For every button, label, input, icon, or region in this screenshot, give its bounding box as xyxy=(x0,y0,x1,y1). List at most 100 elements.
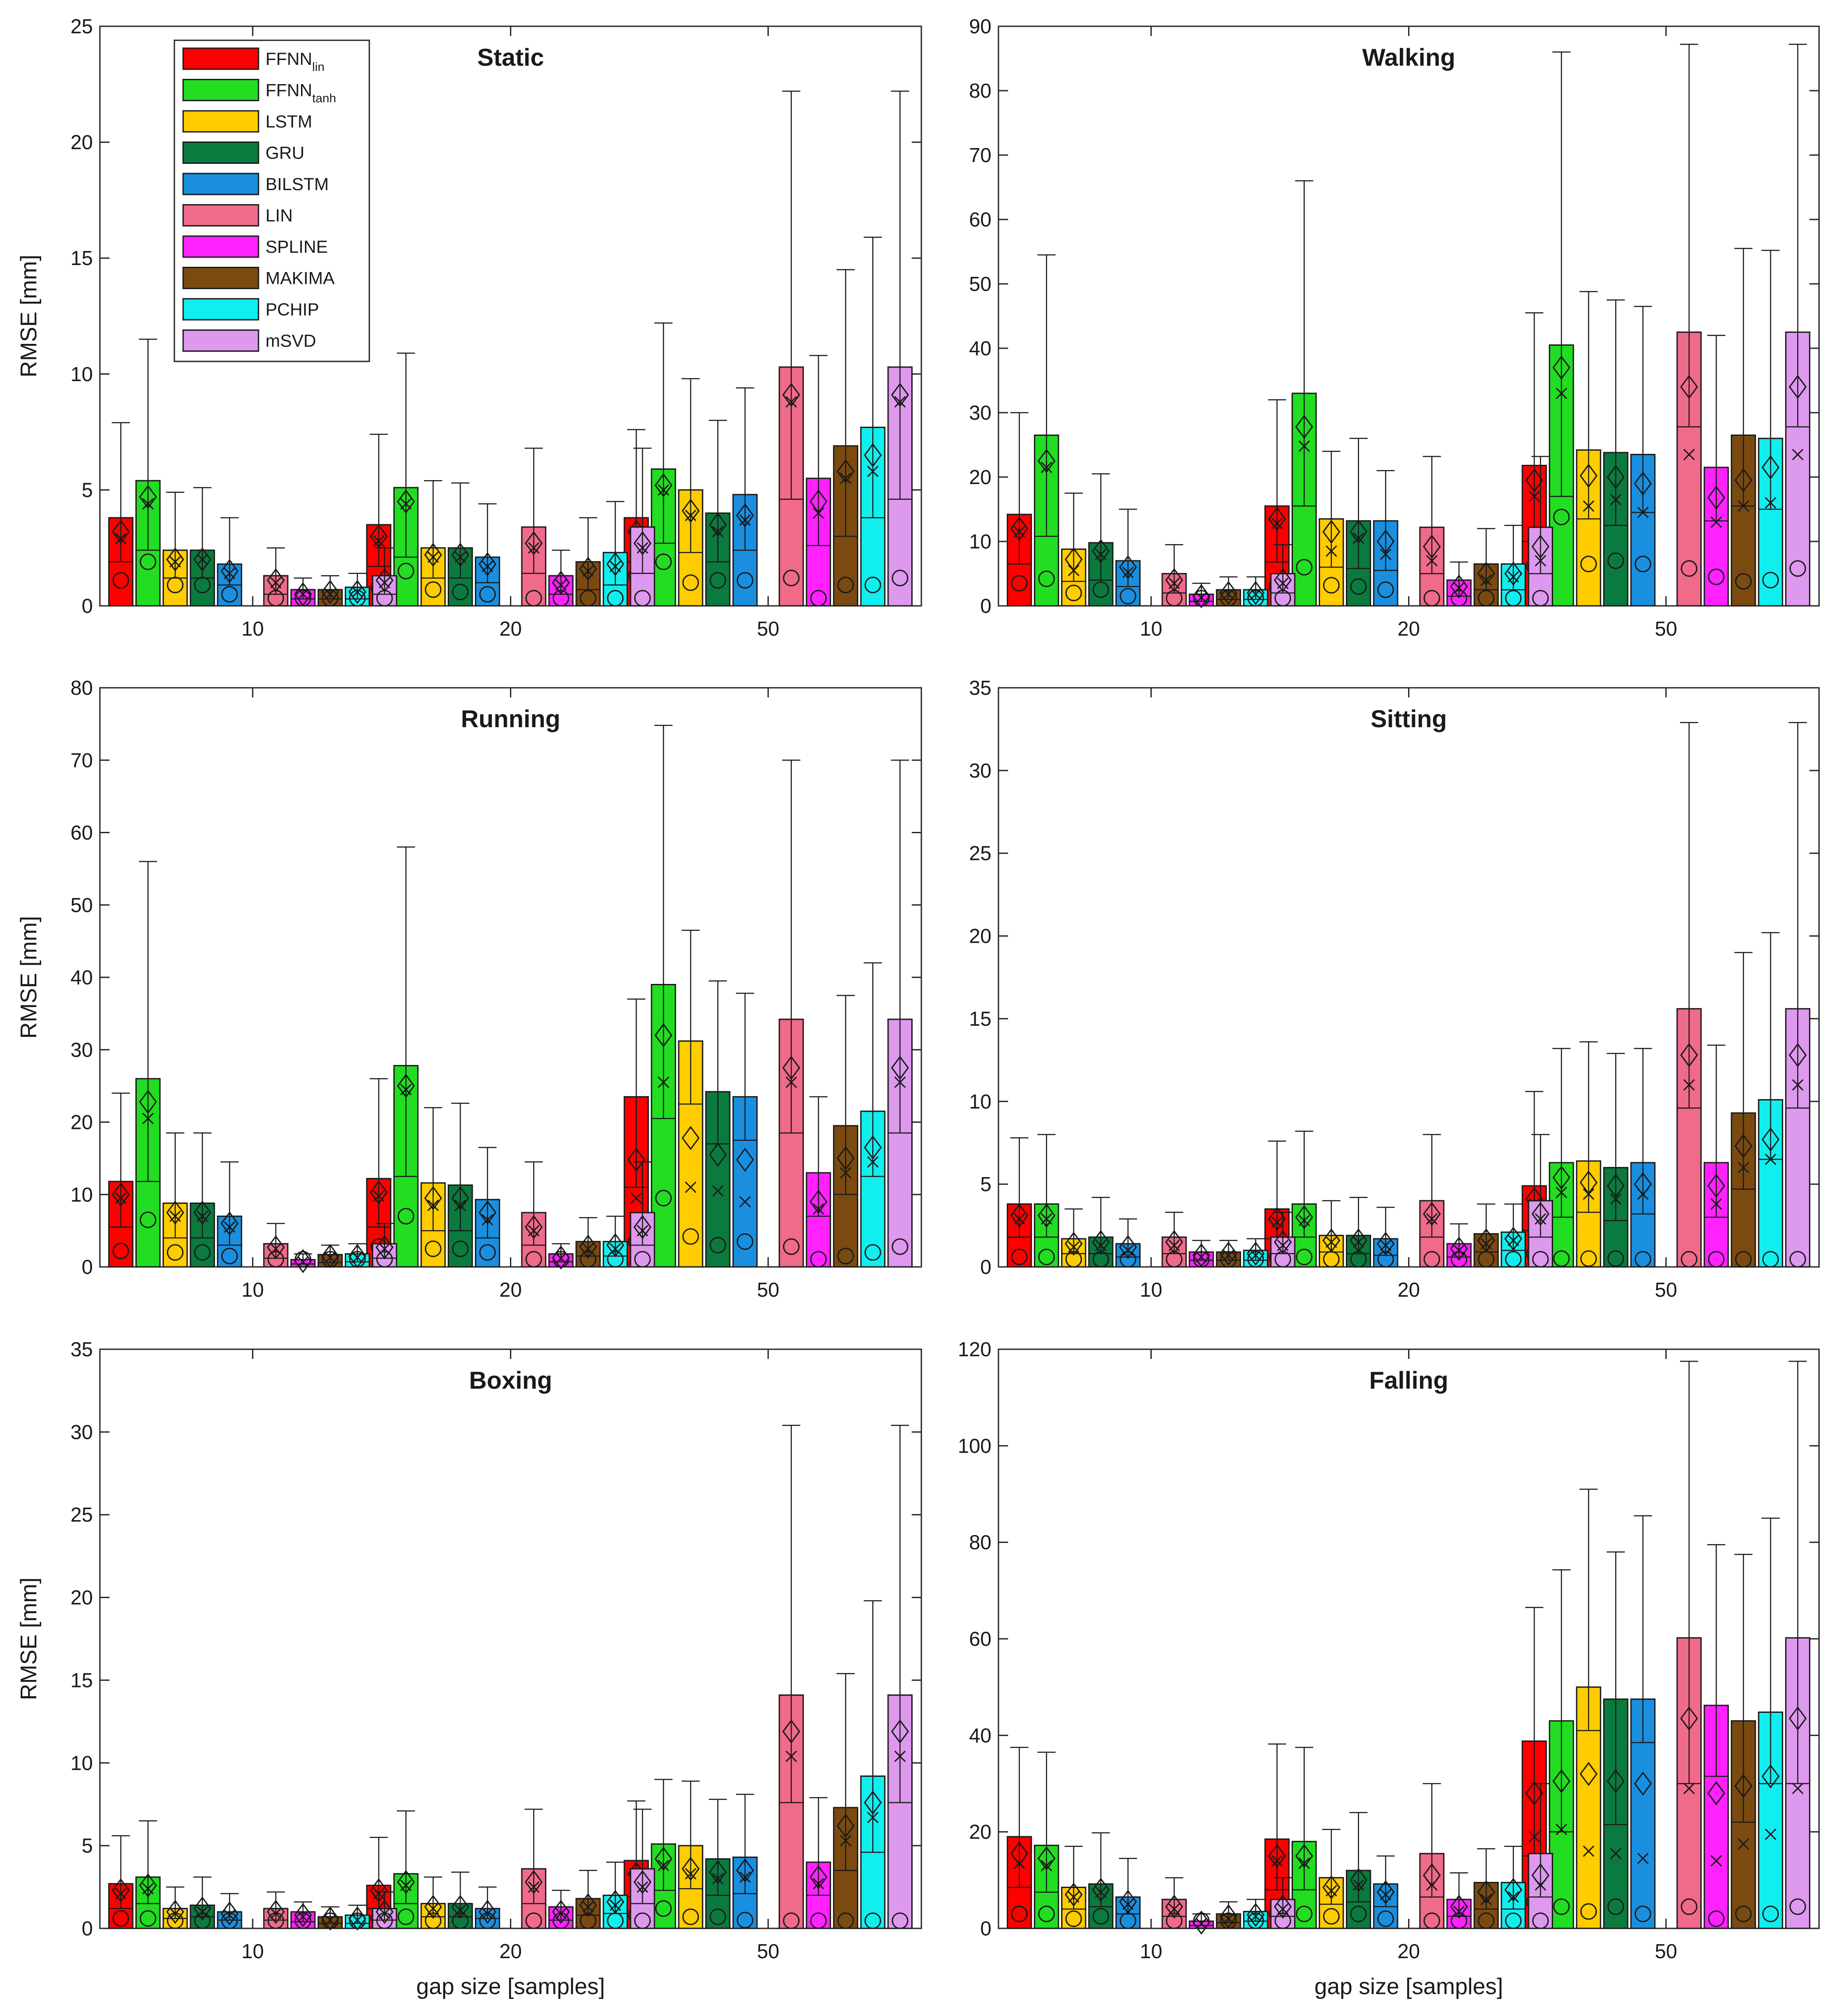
bar-static-spline-20-min-marker xyxy=(552,590,570,607)
bar-falling-makima-50-median-marker xyxy=(1738,1838,1749,1850)
bar-boxing-bilstm-50-median-marker xyxy=(739,1871,751,1883)
x-tick-label: 20 xyxy=(1398,617,1420,640)
bar-sitting-spline-50-mean-marker xyxy=(1707,1174,1725,1198)
bar-running-lin-50-median-marker xyxy=(785,1076,797,1088)
bar-sitting-ffnn-lin-10-mean-marker xyxy=(1010,1203,1029,1228)
bar-walking-lstm-20-min-marker xyxy=(1323,577,1340,594)
bar-sitting-ffnn-lin-10-median-marker xyxy=(1013,1213,1025,1225)
bar-static-msvd-50-min-marker xyxy=(892,569,909,587)
y-tick-label: 10 xyxy=(71,363,93,386)
bar-static-gru-10-mean-marker xyxy=(193,547,212,572)
bar-falling-gru-50-min-marker xyxy=(1607,1898,1624,1915)
bar-falling-ffnn-lin-10-median-marker xyxy=(1013,1857,1025,1869)
bar-falling-ffnn-tanh-10-median-marker xyxy=(1041,1860,1052,1871)
bar-running-makima-50-mean-marker xyxy=(836,1146,855,1171)
bar-walking-makima-20-mean-marker xyxy=(1477,561,1495,586)
bar-running-spline-50-median-marker xyxy=(813,1203,825,1215)
bar-running-makima-20-mean-marker xyxy=(579,1234,597,1259)
bar-walking-lstm-50-min-marker xyxy=(1580,555,1597,573)
bar-static-pchip-10-median-marker xyxy=(351,586,363,598)
y-tick-label: 80 xyxy=(969,79,991,102)
bar-walking-ffnn-tanh-20-min-marker xyxy=(1295,559,1313,576)
bar-boxing-ffnn-lin-20-mean-marker xyxy=(370,1878,388,1903)
bar-walking-spline-50-mean-marker xyxy=(1707,485,1725,510)
bar-walking-ffnn-lin-20-mean-marker xyxy=(1268,507,1286,531)
bar-sitting-ffnn-tanh-50-median-marker xyxy=(1555,1186,1568,1199)
bar-sitting-bilstm-20-median-marker xyxy=(1380,1239,1391,1251)
bar-static-msvd-10-mean-marker xyxy=(375,568,394,593)
bar-running-lin-20-median-marker xyxy=(528,1225,540,1237)
bar-static-lstm-10-mean-marker xyxy=(166,547,184,572)
y-tick-label: 60 xyxy=(969,208,991,231)
bar-static-ffnn-lin-20-median-marker xyxy=(373,535,385,547)
bar-running-lstm-10-min-marker xyxy=(166,1244,184,1261)
bar-running-bilstm-20-mean-marker xyxy=(478,1200,497,1225)
bar-boxing-spline-50-mean-marker xyxy=(809,1865,828,1889)
bar-boxing-ffnn-tanh-20-min-marker xyxy=(397,1908,414,1925)
y-tick-label: 35 xyxy=(969,676,991,699)
bar-static-gru-20-median-marker xyxy=(454,551,466,563)
bar-running-gru-10-min-marker xyxy=(194,1244,211,1261)
bar-running-spline-50-mean-marker xyxy=(809,1189,828,1214)
bar-sitting-gru-50-median-marker xyxy=(1610,1193,1622,1205)
bar-sitting-gru-10-min-marker xyxy=(1092,1251,1109,1268)
bar-sitting-lin-10-min-marker xyxy=(1166,1251,1183,1268)
bar-falling-bilstm-50-median-marker xyxy=(1637,1853,1649,1864)
bar-boxing-msvd-20-min-marker xyxy=(634,1912,651,1929)
bar-walking-gru-20-mean-marker xyxy=(1349,520,1368,544)
x-tick-label: 20 xyxy=(499,617,522,640)
bar-sitting-ffnn-tanh-20-median-marker xyxy=(1298,1215,1310,1227)
bar-walking-ffnn-tanh-50-mean-marker xyxy=(1552,355,1571,380)
bar-sitting-spline-20-median-marker xyxy=(1453,1245,1465,1256)
bar-sitting-lstm-10-mean-marker xyxy=(1065,1231,1083,1256)
bar-boxing-ffnn-tanh-20-median-marker xyxy=(400,1879,412,1891)
y-tick-label: 5 xyxy=(980,1173,991,1195)
bar-static-lin-10-median-marker xyxy=(270,577,282,589)
bar-running-ffnn-lin-20-median-marker xyxy=(373,1190,385,1202)
legend-swatch-makima xyxy=(182,267,259,289)
bar-walking-gru-10-min-marker xyxy=(1092,581,1109,598)
panel-title: Boxing xyxy=(469,1366,552,1394)
bar-running-msvd-10-min-marker xyxy=(376,1251,393,1268)
bar-walking-ffnn-tanh-10-min-marker xyxy=(1038,570,1055,587)
bar-static-ffnn-tanh-50-min-marker xyxy=(655,553,672,570)
y-tick-label: 60 xyxy=(71,821,93,844)
bar-falling-msvd-20-mean-marker xyxy=(1531,1863,1550,1888)
bar-boxing-pchip-20-median-marker xyxy=(609,1899,621,1911)
bar-static-gru-20-mean-marker xyxy=(451,543,470,567)
bar-boxing-lstm-10-min-marker xyxy=(166,1912,184,1929)
bar-boxing-gru-20-min-marker xyxy=(452,1912,469,1929)
bar-running-makima-20-min-marker xyxy=(580,1251,597,1268)
y-tick-label: 20 xyxy=(71,131,93,154)
bar-running-msvd-20-median-marker xyxy=(637,1225,648,1237)
bar-boxing-gru-10-median-marker xyxy=(196,1906,208,1918)
bar-running-lstm-20-median-marker xyxy=(427,1199,439,1211)
bar-boxing-bilstm-50-min-marker xyxy=(736,1912,754,1929)
bar-falling-ffnn-tanh-20-min-marker xyxy=(1295,1906,1313,1922)
bar-falling-bilstm-20-min-marker xyxy=(1377,1910,1394,1927)
bar-sitting-makima-10-mean-marker xyxy=(1219,1241,1238,1266)
bar-boxing-ffnn-tanh-10-mean-marker xyxy=(139,1873,157,1898)
bar-walking-msvd-20-mean-marker xyxy=(1531,534,1550,559)
x-tick-label: 20 xyxy=(1398,1278,1420,1301)
bar-running-spline-20-median-marker xyxy=(555,1252,567,1264)
bar-falling-lin-10-min-marker xyxy=(1166,1912,1183,1929)
y-tick-label: 5 xyxy=(81,1834,93,1857)
bar-walking-lin-10-median-marker xyxy=(1168,577,1180,589)
bar-static-pchip-10-mean-marker xyxy=(348,580,367,604)
x-tick-label: 10 xyxy=(1140,1278,1162,1301)
bar-walking-gru-20-median-marker xyxy=(1352,532,1364,544)
bar-running-bilstm-50-min-marker xyxy=(736,1233,754,1250)
bar-walking-bilstm-50-mean-marker xyxy=(1634,471,1652,496)
bar-boxing-makima-50-mean-marker xyxy=(836,1814,855,1838)
y-tick-label: 25 xyxy=(969,842,991,865)
bar-falling-gru-10-mean-marker xyxy=(1092,1878,1110,1902)
bar-boxing-bilstm-20-mean-marker xyxy=(478,1899,497,1924)
bar-running-ffnn-tanh-50-median-marker xyxy=(658,1076,669,1088)
bar-boxing-ffnn-lin-10-mean-marker xyxy=(112,1878,130,1903)
y-tick-label: 70 xyxy=(71,749,93,771)
bar-boxing-gru-50-median-marker xyxy=(712,1873,724,1885)
bar-walking-ffnn-lin-50-mean-marker xyxy=(1525,468,1543,492)
bar-boxing-makima-10-median-marker xyxy=(324,1914,336,1926)
bar-static-bilstm-50-mean-marker xyxy=(736,503,754,528)
